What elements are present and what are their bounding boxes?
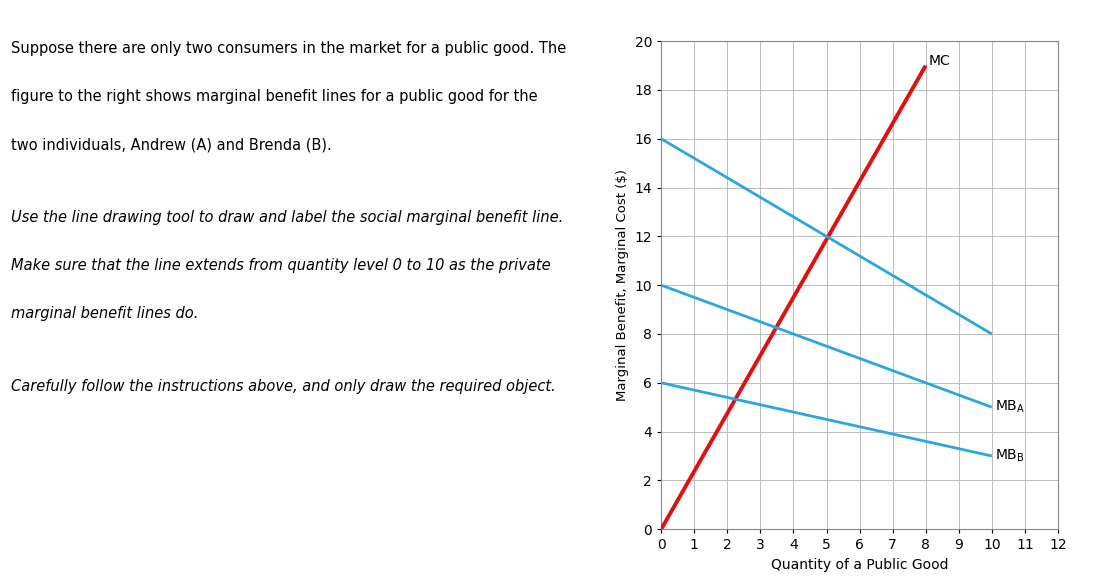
Text: Suppose there are only two consumers in the market for a public good. The: Suppose there are only two consumers in … (11, 41, 566, 56)
Text: marginal benefit lines do.: marginal benefit lines do. (11, 306, 198, 322)
Y-axis label: Marginal Benefit, Marginal Cost ($): Marginal Benefit, Marginal Cost ($) (616, 169, 629, 401)
Text: MB$_\mathregular{A}$: MB$_\mathregular{A}$ (995, 399, 1025, 415)
Text: MB$_\mathregular{B}$: MB$_\mathregular{B}$ (995, 448, 1025, 464)
Text: two individuals, Andrew (A) and Brenda (B).: two individuals, Andrew (A) and Brenda (… (11, 138, 332, 153)
Text: Make sure that the line extends from quantity level 0 to 10 as the private: Make sure that the line extends from qua… (11, 258, 551, 273)
Text: figure to the right shows marginal benefit lines for a public good for the: figure to the right shows marginal benef… (11, 89, 538, 105)
Text: MC: MC (929, 54, 951, 68)
Text: Carefully follow the instructions above, and only draw the required object.: Carefully follow the instructions above,… (11, 379, 557, 394)
Text: Use the line drawing tool to draw and label the social marginal benefit line.: Use the line drawing tool to draw and la… (11, 210, 564, 225)
X-axis label: Quantity of a Public Good: Quantity of a Public Good (770, 558, 949, 572)
